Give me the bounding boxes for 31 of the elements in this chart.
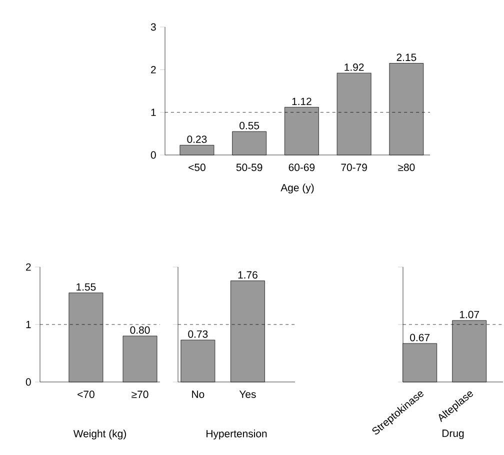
y-tick-label: 3 [150, 23, 156, 31]
data-label: 1.12 [292, 98, 312, 105]
x-tick-label: 50-59 [236, 164, 262, 172]
y-tick-label: 0 [150, 151, 156, 159]
x-axis-title: Weight (kg) [73, 430, 126, 440]
data-label: 0.67 [410, 334, 430, 342]
x-tick-label: ≥80 [398, 164, 415, 172]
data-label: 1.55 [76, 283, 96, 291]
y-tick-label: 1 [151, 108, 156, 116]
x-axis-title: Age (y) [280, 184, 314, 194]
y-tick-label: 2 [151, 66, 156, 74]
data-label: 1.76 [238, 271, 258, 279]
x-tick-label: 70-79 [341, 164, 367, 172]
x-tick-label: <50 [188, 164, 206, 172]
x-tick-label: Yes [239, 390, 256, 398]
y-tick-label: 0 [26, 378, 31, 386]
data-label: 0.23 [187, 136, 207, 143]
y-tick-label: 2 [26, 263, 31, 271]
data-label: 0.73 [188, 330, 208, 338]
x-tick-label: ≥70 [132, 390, 148, 398]
data-label: 2.15 [396, 54, 416, 62]
y-tick-label: 1 [26, 320, 31, 328]
x-tick-label: No [192, 390, 204, 398]
data-label: 0.55 [240, 122, 260, 130]
x-axis-title: Drug [442, 430, 464, 440]
data-label: 1.92 [344, 63, 364, 71]
data-label: 1.07 [460, 310, 479, 318]
data-label: 0.80 [130, 326, 150, 334]
x-axis-title: Hypertension [206, 430, 267, 440]
x-tick-label: 60-69 [288, 164, 315, 172]
x-tick-label: <70 [78, 390, 94, 398]
